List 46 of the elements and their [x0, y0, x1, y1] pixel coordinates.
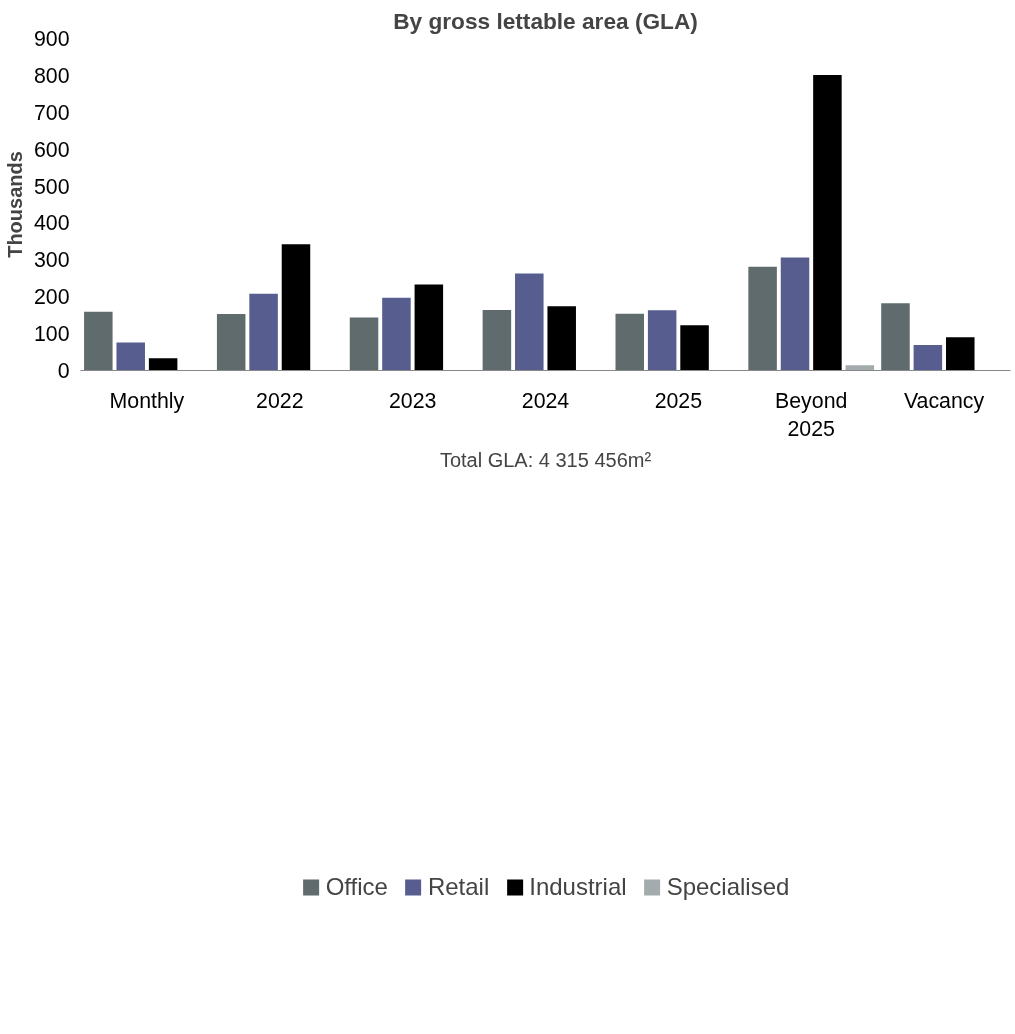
x-tick-label: Beyond 2025 [775, 388, 848, 442]
legend-label: Office [325, 873, 388, 901]
y-tick-label: 600 [33, 137, 70, 162]
bar [281, 244, 311, 371]
bar [615, 313, 645, 371]
bar [382, 297, 411, 371]
bar [845, 365, 875, 371]
bar [547, 306, 576, 371]
x-tick-label: Monthly [109, 388, 185, 413]
x-tick-label: 2025 [654, 388, 703, 413]
bar [813, 75, 842, 371]
bar [148, 358, 178, 371]
bar [748, 266, 777, 371]
bar [414, 284, 444, 371]
bar [780, 257, 810, 371]
bar [913, 345, 943, 371]
bar [116, 342, 145, 371]
bar [216, 314, 246, 371]
bar [647, 310, 677, 371]
legend-label: Industrial [529, 873, 627, 901]
legend-label: Retail [427, 873, 490, 901]
y-axis-title: Thousands [3, 151, 26, 258]
y-tick-label: 800 [33, 63, 70, 88]
x-tick-label: 2022 [256, 388, 304, 413]
chart-title: By gross lettable area (GLA) [393, 7, 698, 34]
y-tick-label: 0 [57, 359, 70, 383]
x-tick-label: 2024 [521, 388, 570, 413]
y-tick-label: 200 [33, 285, 70, 310]
y-tick-label: 700 [33, 100, 70, 125]
y-tick-label: 500 [33, 174, 70, 199]
x-tick-label: 2023 [388, 388, 437, 413]
y-tick-label: 400 [33, 211, 70, 236]
bar [946, 337, 975, 371]
legend-label: Specialised [666, 873, 790, 901]
bar [515, 273, 544, 371]
bar [84, 311, 113, 371]
y-tick-label: 100 [33, 322, 70, 347]
x-axis-title: Total GLA: 4 315 456m² [439, 449, 652, 472]
bar [881, 303, 910, 371]
bar [349, 317, 379, 371]
y-tick-label: 900 [33, 27, 70, 51]
bar [249, 293, 278, 371]
bar [680, 325, 709, 371]
bar [482, 310, 512, 371]
x-tick-label: Vacancy [903, 388, 985, 413]
y-tick-label: 300 [33, 248, 70, 273]
